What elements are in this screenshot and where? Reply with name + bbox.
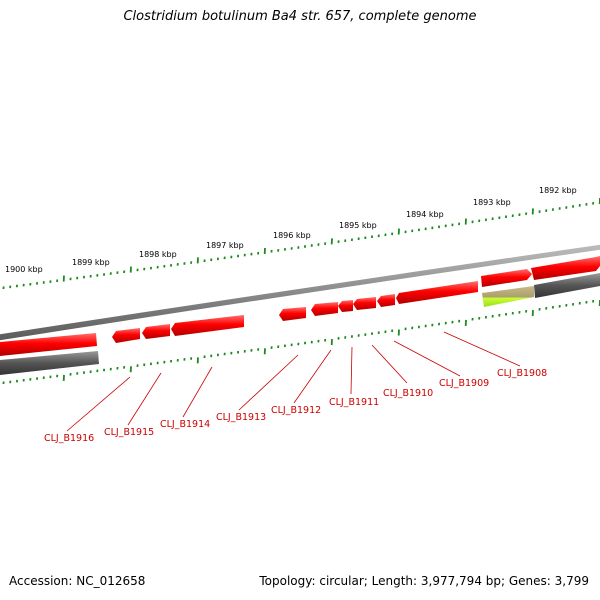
label-connector [66, 376, 131, 432]
gene-label: CLJ_B1908 [497, 368, 547, 379]
gray-feature [0, 351, 99, 375]
kbp-label: 1898 kbp [139, 250, 177, 259]
gene-arrow [531, 256, 600, 280]
gene-label: CLJ_B1911 [329, 397, 379, 408]
genome-summary-text: Topology: circular; Length: 3,977,794 bp… [259, 574, 589, 588]
gene-arrow [0, 333, 97, 356]
gene-arrow [396, 281, 478, 304]
genome-title: Clostridium botulinum Ba4 str. 657, comp… [123, 9, 477, 24]
gene-arrow [171, 315, 244, 336]
gene-arrow [353, 297, 376, 310]
kbp-label: 1896 kbp [273, 231, 311, 240]
outer-tick-track [2, 197, 600, 290]
gene-arrow [481, 269, 532, 287]
rna-feature [482, 286, 534, 307]
kbp-label: 1895 kbp [339, 221, 377, 230]
genome-backbone [0, 244, 600, 341]
label-connector [350, 346, 353, 395]
kbp-label: 1897 kbp [206, 241, 244, 250]
kbp-label-group: 1892 kbp 1893 kbp 1894 kbp 1895 kbp 1896… [5, 186, 577, 274]
kbp-label: 1893 kbp [473, 198, 511, 207]
label-connector [182, 366, 213, 418]
gene-arrow [338, 300, 353, 312]
inner-tick-track [2, 299, 600, 385]
gene-label: CLJ_B1916 [44, 433, 94, 444]
gene-label-group: CLJ_B1908 CLJ_B1909 CLJ_B1910 CLJ_B1911 … [44, 331, 547, 444]
label-connector [293, 349, 332, 404]
kbp-label: 1892 kbp [539, 186, 577, 195]
accession-text: Accession: NC_012658 [9, 574, 146, 588]
label-connector [127, 372, 162, 426]
gene-arrow [377, 294, 395, 307]
gene-arrow [279, 307, 306, 321]
gene-label: CLJ_B1909 [439, 378, 489, 389]
gene-arrow [142, 324, 170, 339]
kbp-label: 1900 kbp [5, 265, 43, 274]
label-connector [393, 340, 461, 377]
label-connector [238, 354, 299, 411]
kbp-label: 1899 kbp [72, 258, 110, 267]
gene-arrow [311, 302, 338, 316]
gene-label: CLJ_B1915 [104, 427, 154, 438]
label-connector [443, 331, 521, 367]
gene-label: CLJ_B1912 [271, 405, 321, 416]
gene-label: CLJ_B1914 [160, 419, 210, 430]
gray-feature [534, 273, 600, 298]
gene-label: CLJ_B1913 [216, 412, 266, 423]
kbp-label: 1894 kbp [406, 210, 444, 219]
gene-arrow [112, 328, 140, 343]
gene-label: CLJ_B1910 [383, 388, 433, 399]
label-connector [371, 344, 408, 384]
